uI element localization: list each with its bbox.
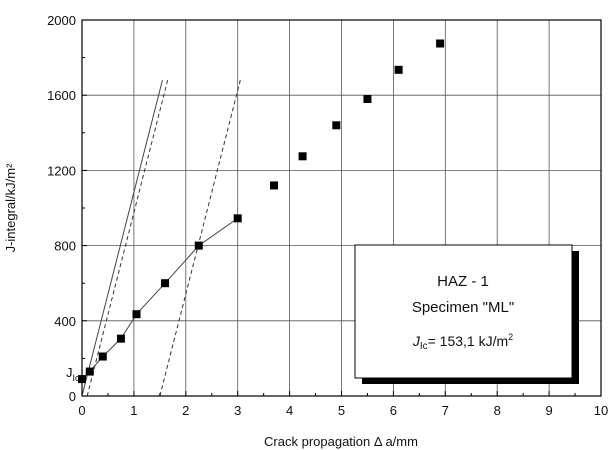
x-tick-label: 2 bbox=[182, 403, 189, 418]
y-tick-label: 2000 bbox=[47, 13, 76, 28]
y-tick-label: 0 bbox=[69, 389, 76, 404]
x-tick-label: 8 bbox=[494, 403, 501, 418]
y-tick-label: 1600 bbox=[47, 88, 76, 103]
data-point bbox=[363, 94, 372, 103]
curve-lines bbox=[81, 80, 241, 397]
data-point bbox=[270, 181, 279, 190]
data-point bbox=[116, 334, 125, 343]
x-tick-label: 3 bbox=[234, 403, 241, 418]
x-tick-label: 10 bbox=[594, 403, 608, 418]
x-tick-label: 5 bbox=[338, 403, 345, 418]
data-point bbox=[194, 241, 203, 250]
jic-annotation: JIc bbox=[66, 365, 80, 383]
axis-ticks: 0 1 2 3 4 5 6 7 8 9 10 0 400 800 1200 1600 2000 bbox=[47, 13, 608, 418]
data-point bbox=[98, 352, 107, 361]
info-box-panel bbox=[354, 244, 573, 379]
x-tick-label: 6 bbox=[390, 403, 397, 418]
data-point bbox=[85, 367, 94, 376]
blunting-line bbox=[81, 80, 163, 397]
info-box-jic-exponent: 2 bbox=[508, 332, 513, 342]
x-tick-label: 9 bbox=[545, 403, 552, 418]
data-point bbox=[161, 279, 170, 288]
data-point bbox=[298, 152, 307, 161]
x-tick-label: 1 bbox=[130, 403, 137, 418]
x-tick-label: 4 bbox=[286, 403, 293, 418]
y-axis-label: J-integral/kJ/m² bbox=[3, 163, 18, 253]
info-box: HAZ - 1 Specimen "ML" JIc= 153,1 kJ/m2 bbox=[354, 244, 579, 384]
info-box-line1: HAZ - 1 bbox=[437, 273, 489, 290]
offset-line-right bbox=[159, 80, 241, 397]
offset-line-left bbox=[86, 80, 169, 397]
data-point bbox=[132, 310, 141, 319]
y-tick-label: 800 bbox=[54, 239, 76, 254]
data-point bbox=[394, 65, 403, 74]
data-point bbox=[233, 214, 242, 223]
y-tick-label: 1200 bbox=[47, 163, 76, 178]
x-tick-label: 7 bbox=[442, 403, 449, 418]
y-tick-label: 400 bbox=[54, 314, 76, 329]
info-box-jic: JIc= 153,1 kJ/m2 bbox=[412, 332, 513, 352]
x-axis-label: Crack propagation Δ a/mm bbox=[264, 434, 418, 449]
info-box-jic-symbol: J bbox=[412, 333, 421, 349]
info-box-jic-subscript: Ic bbox=[420, 341, 428, 352]
data-point bbox=[332, 121, 341, 130]
jic-annotation-letter: J bbox=[66, 365, 73, 380]
info-box-jic-value: = 153,1 kJ/m bbox=[428, 333, 509, 349]
jic-annotation-subscript: Ic bbox=[73, 373, 81, 383]
data-point bbox=[436, 39, 445, 48]
x-tick-label: 0 bbox=[78, 403, 85, 418]
info-box-line2: Specimen "ML" bbox=[412, 299, 514, 316]
